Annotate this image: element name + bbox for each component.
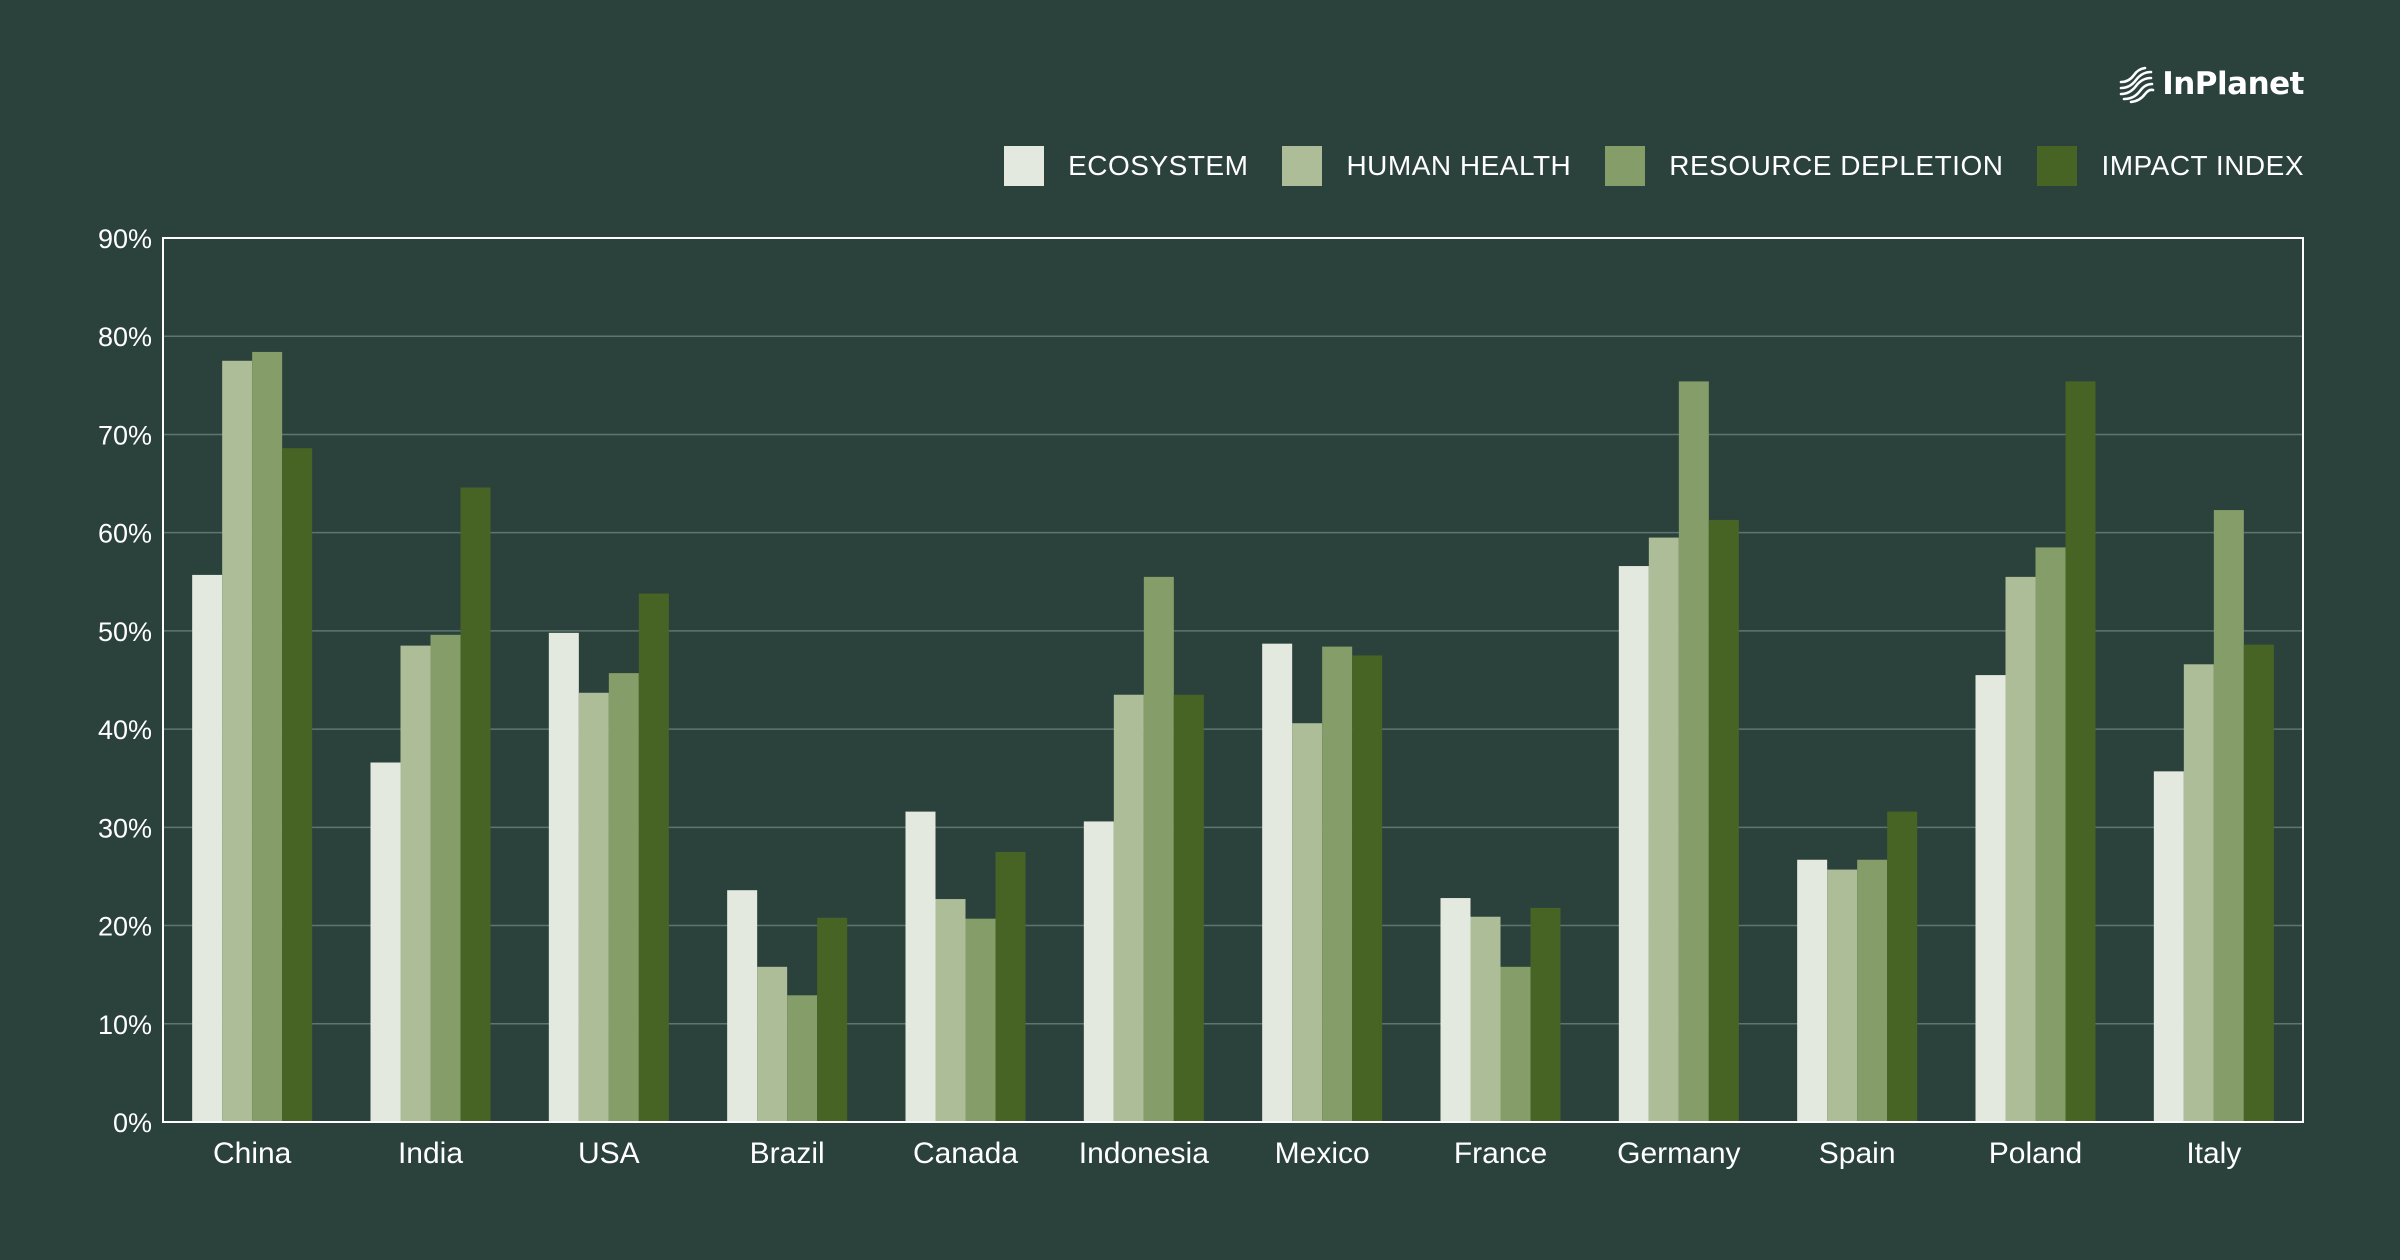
bar: [222, 360, 253, 1122]
x-tick-label: Brazil: [750, 1137, 825, 1170]
bar: [1113, 694, 1144, 1122]
legend-swatch: [1004, 146, 1045, 186]
bar: [1618, 566, 1649, 1122]
bar: [2213, 510, 2244, 1122]
bar: [1827, 869, 1858, 1122]
bar: [578, 692, 609, 1122]
bar: [1470, 916, 1501, 1122]
bar: [2005, 576, 2036, 1122]
bar: [1322, 646, 1353, 1122]
legend-label: HUMAN HEALTH: [1346, 150, 1572, 181]
y-tick-label: 60%: [98, 519, 152, 549]
bar: [548, 632, 579, 1122]
legend-item: RESOURCE DEPLETION: [1605, 146, 2003, 186]
bar: [460, 487, 491, 1122]
legend-label: RESOURCE DEPLETION: [1669, 150, 2004, 181]
x-tick-label: Poland: [1989, 1137, 2082, 1170]
bar: [1083, 821, 1114, 1122]
y-tick-label: 80%: [98, 322, 152, 352]
bar: [282, 448, 313, 1122]
bar: [1975, 675, 2006, 1122]
bar: [1500, 966, 1531, 1122]
bar: [817, 917, 848, 1122]
bar: [608, 673, 639, 1122]
bar: [1530, 907, 1561, 1122]
legend-item: ECOSYSTEM: [1004, 146, 1248, 186]
bar: [995, 851, 1026, 1122]
bar: [192, 574, 223, 1122]
legend-label: ECOSYSTEM: [1068, 150, 1249, 181]
y-tick-label: 30%: [98, 813, 152, 843]
legend-swatch: [2037, 146, 2078, 186]
plot-frame: [162, 237, 2304, 1123]
x-tick-label: Spain: [1819, 1137, 1896, 1170]
bar: [370, 762, 401, 1122]
bar: [2243, 644, 2274, 1122]
bar: [727, 890, 758, 1122]
x-tick-label: India: [398, 1137, 463, 1170]
bar: [1262, 643, 1293, 1122]
bar: [1143, 576, 1174, 1122]
x-tick-label: Italy: [2186, 1137, 2241, 1170]
legend-swatch: [1282, 146, 1323, 186]
bar: [935, 899, 966, 1122]
x-tick-label: Mexico: [1275, 1137, 1370, 1170]
bar: [638, 593, 669, 1122]
x-tick-label: Canada: [913, 1137, 1018, 1170]
bar: [2035, 547, 2066, 1122]
bar: [1352, 655, 1383, 1122]
legend-item: IMPACT INDEX: [2037, 146, 2304, 186]
y-tick-label: 90%: [98, 224, 152, 254]
x-tick-label: China: [213, 1137, 292, 1170]
bar: [1173, 694, 1204, 1122]
bar: [787, 995, 818, 1122]
bar: [1440, 898, 1471, 1122]
legend-label: IMPACT INDEX: [2101, 150, 2304, 181]
bar: [1648, 537, 1679, 1122]
bar: [1678, 381, 1709, 1123]
brand-logo: InPlanet: [2116, 64, 2304, 104]
chart-legend: ECOSYSTEM HUMAN HEALTH RESOURCE DEPLETION I…: [1004, 146, 2304, 186]
y-tick-label: 10%: [98, 1010, 152, 1040]
legend-swatch: [1605, 146, 1646, 186]
legend-item: HUMAN HEALTH: [1282, 146, 1571, 186]
bar: [1887, 811, 1918, 1122]
x-tick-label: Germany: [1617, 1137, 1740, 1170]
bar: [2153, 771, 2184, 1122]
bar: [1708, 519, 1739, 1122]
bar: [400, 645, 431, 1122]
inplanet-logo-icon: [2119, 66, 2155, 104]
bar: [1292, 723, 1323, 1122]
y-tick-label: 70%: [98, 420, 152, 450]
bar: [252, 351, 283, 1123]
y-tick-label: 50%: [98, 617, 152, 647]
x-tick-label: France: [1454, 1137, 1547, 1170]
x-tick-label: Indonesia: [1079, 1137, 1209, 1170]
bar: [905, 811, 936, 1122]
x-tick-label: USA: [578, 1137, 640, 1170]
y-tick-label: 0%: [113, 1108, 152, 1138]
bar: [430, 634, 461, 1122]
bar: [2065, 381, 2096, 1123]
bar: [965, 918, 996, 1122]
bar: [757, 966, 788, 1122]
y-tick-label: 20%: [98, 912, 152, 942]
bar: [1797, 859, 1828, 1122]
bar: [1857, 859, 1888, 1122]
brand-name: InPlanet: [2162, 66, 2304, 102]
y-tick-label: 40%: [98, 715, 152, 745]
bar: [2183, 664, 2214, 1122]
